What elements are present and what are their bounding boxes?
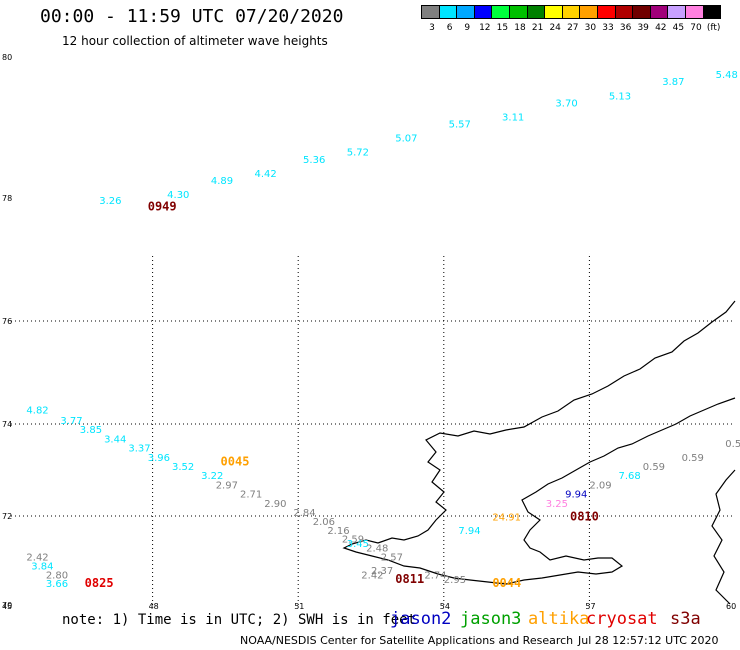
lon-label: 48 — [149, 602, 159, 611]
wave-height-value: 0.59 — [643, 462, 665, 473]
scale-label: (ft) — [706, 23, 721, 33]
wave-height-value: 2.37 — [371, 566, 393, 577]
wave-height-value: 5.36 — [303, 155, 325, 166]
wave-height-value: 2.42 — [26, 553, 48, 564]
wave-height-value: 4.89 — [211, 176, 233, 187]
scale-label: 24 — [549, 23, 561, 33]
wave-height-value: 3.25 — [546, 499, 568, 510]
scale-label: 33 — [602, 23, 614, 33]
wave-height-value: 2.74 — [424, 570, 446, 581]
map-title: 00:00 - 11:59 UTC 07/20/2020 — [40, 6, 344, 27]
wave-height-value: 3.11 — [502, 112, 524, 123]
lon-label: 54 — [440, 602, 450, 611]
wave-height-value: 3.96 — [148, 453, 170, 464]
satellite-legend-cryosat: cryosat — [586, 609, 658, 629]
footer-timestamp: Jul 28 12:57:12 UTC 2020 — [578, 634, 719, 647]
wave-height-value: 3.45 — [347, 539, 369, 550]
pass-time-label: 0044 — [492, 576, 521, 590]
wave-height-value: 2.57 — [381, 553, 403, 564]
scale-label: 45 — [672, 23, 685, 33]
wave-height-value: 3.77 — [60, 416, 82, 427]
pass-time-label: 0825 — [85, 576, 114, 590]
wave-height-value: 2.90 — [264, 499, 286, 510]
pass-time-label: 0810 — [570, 509, 599, 523]
pass-time-label: 0811 — [395, 572, 424, 586]
satellite-legend-altika: altika — [528, 609, 590, 629]
satellite-legend-s3a: s3a — [670, 609, 701, 629]
lat-label: 80 — [2, 53, 12, 62]
wave-height-value: 3.26 — [99, 196, 121, 207]
wave-height-value: 0.59 — [682, 453, 704, 464]
scale-label: 21 — [531, 23, 544, 33]
wave-height-value: 2.95 — [444, 575, 466, 586]
scale-label: 39 — [637, 23, 649, 33]
satellite-legend-jason2: jason2 — [390, 609, 452, 629]
wave-height-value: 3.37 — [128, 444, 150, 455]
lat-label: 72 — [2, 512, 12, 521]
scale-label: 3 — [429, 23, 435, 33]
wave-height-value: 9.94 — [565, 490, 587, 501]
map-subtitle: 12 hour collection of altimeter wave hei… — [62, 34, 328, 48]
lon-label: 45 — [2, 602, 12, 611]
scale-label: 9 — [464, 23, 471, 33]
wave-height-value: 3.70 — [555, 98, 577, 109]
wave-height-value: 2.09 — [589, 480, 611, 491]
pass-time-label: 0045 — [221, 454, 250, 468]
lat-label: 78 — [2, 194, 12, 203]
coastline — [342, 300, 736, 585]
wave-height-value: 7.68 — [619, 471, 641, 482]
lat-label: 76 — [2, 317, 12, 326]
wave-height-value: 2.48 — [366, 544, 388, 555]
wave-height-value: 2.84 — [293, 508, 315, 519]
wave-height-value: 3.84 — [31, 561, 53, 572]
satellite-legend-jason3: jason3 — [460, 609, 522, 629]
wave-height-value: 24.91 — [492, 512, 521, 523]
coastline-east — [711, 469, 736, 605]
wave-height-value: 2.06 — [313, 517, 335, 528]
wave-height-value: 2.59 — [342, 535, 364, 546]
scale-swatch — [702, 5, 722, 19]
wave-height-value: 5.48 — [716, 70, 738, 81]
wave-height-value: 4.82 — [26, 406, 48, 417]
wave-height-value: 3.52 — [172, 462, 194, 473]
wave-height-value: 4.42 — [255, 169, 277, 180]
wave-height-value: 5.57 — [449, 120, 471, 131]
scale-label: 15 — [496, 23, 509, 33]
wave-height-value: 2.71 — [240, 490, 262, 501]
lon-label: 51 — [294, 602, 304, 611]
wave-height-value: 3.66 — [46, 579, 68, 590]
wave-height-value: 7.94 — [458, 526, 480, 537]
scale-label: 12 — [479, 23, 491, 33]
wave-height-value: 2.97 — [216, 480, 238, 491]
scale-label: 18 — [514, 23, 526, 33]
wave-height-value: 2.42 — [361, 570, 383, 581]
scale-label: 30 — [584, 23, 597, 33]
lat-label: 70 — [2, 601, 12, 610]
wave-height-value: 5.07 — [395, 134, 417, 145]
wave-height-value: 0.59 — [725, 439, 740, 450]
scale-label: 6 — [446, 23, 453, 33]
scale-label: 42 — [655, 23, 667, 33]
wave-height-value: 3.22 — [201, 471, 223, 482]
wave-height-value: 5.72 — [347, 148, 369, 159]
wave-height-value: 4.30 — [167, 190, 189, 201]
scale-label: 70 — [690, 23, 702, 33]
scale-label: 27 — [567, 23, 579, 33]
wave-height-value: 2.80 — [46, 570, 68, 581]
wave-height-value: 3.87 — [662, 77, 684, 88]
wave-height-value: 3.85 — [80, 425, 102, 436]
wave-height-value: 2.16 — [327, 526, 349, 537]
pass-time-label: 0949 — [148, 199, 177, 213]
lat-label: 74 — [2, 420, 12, 429]
legend-note: note: 1) Time is in UTC; 2) SWH is in fe… — [62, 612, 417, 628]
wave-height-value: 5.13 — [609, 91, 631, 102]
lon-label: 57 — [585, 602, 595, 611]
lon-label: 60 — [726, 602, 736, 611]
footer-credit: NOAA/NESDIS Center for Satellite Applica… — [240, 634, 574, 647]
wave-height-value: 3.44 — [104, 434, 126, 445]
scale-label: 36 — [619, 23, 632, 33]
